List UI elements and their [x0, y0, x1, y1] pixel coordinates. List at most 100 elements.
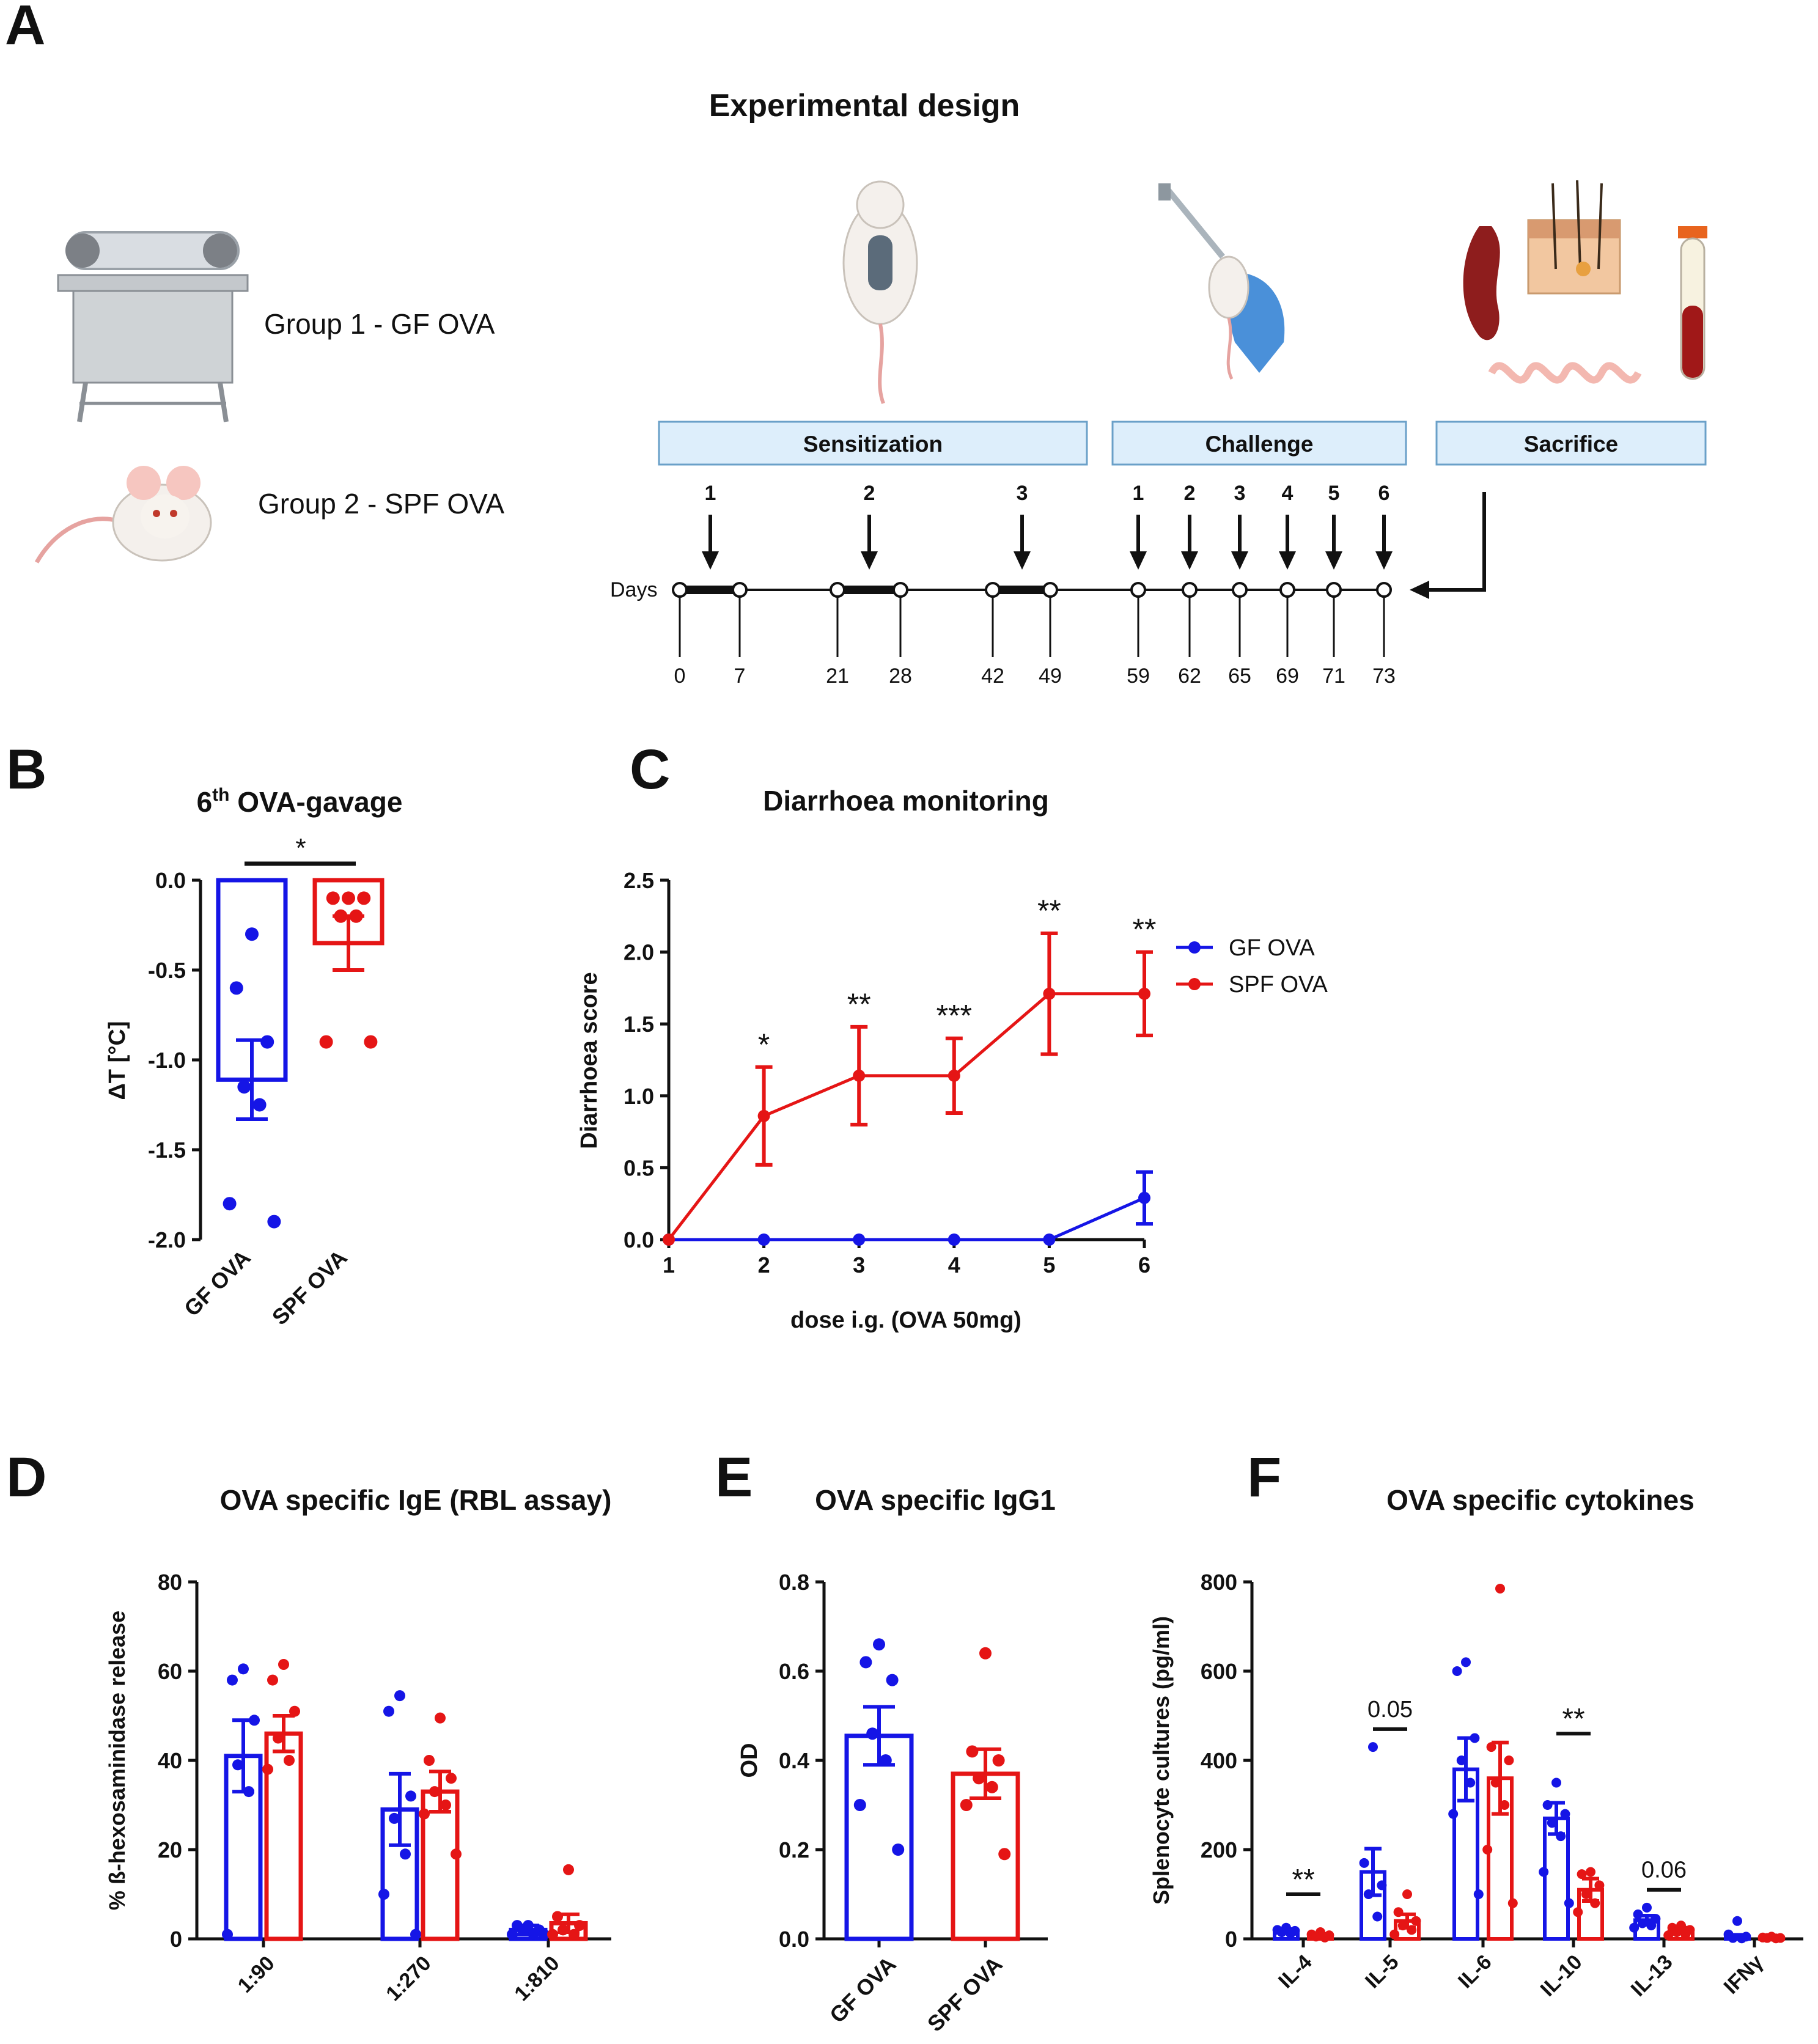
data-point	[558, 1924, 569, 1936]
data-point	[1470, 1733, 1480, 1743]
data-point	[1138, 987, 1150, 1000]
data-point	[1547, 1818, 1557, 1828]
challenge-dose-label: 2	[1184, 482, 1196, 505]
data-point	[1507, 1898, 1518, 1908]
day-label: 65	[1228, 664, 1251, 688]
data-point	[222, 1928, 233, 1940]
data-point	[249, 1715, 260, 1726]
significance-label: **	[1292, 1864, 1314, 1896]
data-point	[547, 1928, 558, 1940]
data-point	[1276, 1927, 1287, 1938]
data-point	[227, 1674, 238, 1686]
y-tick-label: 1.5	[624, 1012, 654, 1037]
data-point	[1542, 1800, 1553, 1810]
day-label: 59	[1127, 664, 1150, 688]
challenge-dose-arrowhead	[1279, 551, 1296, 570]
day-marker	[830, 582, 845, 598]
x-tick-label: 6	[1138, 1252, 1150, 1278]
data-point	[1504, 1755, 1514, 1765]
data-point	[960, 1799, 973, 1811]
data-point	[326, 891, 340, 905]
y-tick-label: 0.8	[779, 1570, 809, 1595]
y-tick-label: 20	[158, 1837, 182, 1862]
panel-f: F OVA specific cytokines 0 200 400 600 800 Sp…	[1149, 1446, 1803, 2001]
panel-letter-f: F	[1247, 1446, 1281, 1509]
data-point	[1311, 1932, 1321, 1942]
data-point	[278, 1659, 289, 1671]
y-tick-label: -2.0	[148, 1227, 186, 1252]
data-point	[757, 1233, 770, 1246]
data-point	[1560, 1809, 1570, 1819]
data-point	[342, 891, 355, 905]
data-point	[252, 1098, 267, 1112]
data-point	[1573, 1907, 1583, 1917]
data-point	[1188, 941, 1201, 954]
data-point	[1043, 987, 1056, 1000]
data-point	[1637, 1918, 1647, 1928]
data-point	[886, 1674, 899, 1686]
data-point	[405, 1790, 416, 1802]
y-tick-label: 0.2	[779, 1837, 809, 1862]
panel-letter-e: E	[715, 1446, 753, 1509]
y-axis-label: Splenocyte cultures (pg/ml)	[1149, 1616, 1174, 1905]
y-tick-label: 1.0	[624, 1084, 654, 1109]
group-2-label: Group 2 - SPF OVA	[258, 488, 504, 520]
day-label: 0	[674, 664, 686, 688]
data-point	[410, 1928, 421, 1940]
data-point	[267, 1674, 278, 1686]
x-tick-label: 5	[1043, 1252, 1055, 1278]
data-point	[1577, 1869, 1587, 1880]
sensitization-dose-label: 1	[705, 482, 716, 505]
day-marker	[1326, 582, 1342, 598]
panel-letter-d: D	[6, 1446, 46, 1509]
data-point	[1732, 1916, 1742, 1926]
data-point	[267, 1215, 281, 1229]
data-point	[985, 1781, 998, 1793]
y-tick-label: 40	[158, 1748, 182, 1773]
day-label: 42	[981, 664, 1004, 688]
y-axis-label: % ß-hexosaminidase release	[105, 1611, 130, 1910]
y-axis-label: OD	[737, 1743, 762, 1778]
data-point	[319, 1035, 333, 1049]
data-point	[1633, 1909, 1643, 1919]
data-point	[1771, 1933, 1781, 1944]
panel-b-title-sup: th	[212, 785, 229, 805]
data-point	[1642, 1902, 1652, 1913]
day-label: 62	[1178, 664, 1201, 688]
y-tick-label: 0.4	[779, 1748, 809, 1773]
data-point	[1452, 1666, 1462, 1676]
data-point	[383, 1705, 394, 1717]
data-point	[973, 1772, 985, 1785]
significance-label: **	[1037, 894, 1061, 928]
panel-b-title-base: 6	[197, 786, 213, 818]
data-point	[394, 1690, 405, 1702]
sacrifice-arrow	[1416, 492, 1486, 592]
x-axis-label: dose i.g. (OVA 50mg)	[790, 1307, 1021, 1333]
data-point	[419, 1808, 430, 1820]
panel-letter-a: A	[5, 0, 45, 56]
data-point	[879, 1754, 892, 1766]
series-line-gf-ova	[669, 1196, 1146, 1241]
challenge-dose-label: 3	[1234, 482, 1246, 505]
data-point	[853, 1799, 866, 1811]
challenge-dose-label: 4	[1282, 482, 1294, 505]
data-point	[400, 1848, 411, 1860]
significance-label: ***	[937, 999, 972, 1033]
data-point	[1402, 1889, 1412, 1899]
data-point	[569, 1928, 580, 1940]
data-point	[1359, 1858, 1369, 1868]
days-label: Days	[610, 578, 657, 601]
y-tick-label: 0.5	[624, 1155, 654, 1180]
data-point	[528, 1928, 539, 1940]
sacrifice-label: Sacrifice	[1524, 432, 1618, 457]
data-point	[1482, 1845, 1493, 1855]
day-marker	[1130, 582, 1146, 598]
data-point	[1737, 1933, 1747, 1944]
day-label: 71	[1322, 664, 1345, 688]
challenge-label: Challenge	[1205, 432, 1314, 457]
y-axis-label: Diarrhoea score	[576, 972, 602, 1149]
sensitization-box: Sensitization	[658, 421, 1088, 466]
panel-b-title: 6th OVA-gavage	[197, 785, 403, 818]
data-point	[948, 1069, 960, 1082]
data-point	[1551, 1777, 1561, 1788]
